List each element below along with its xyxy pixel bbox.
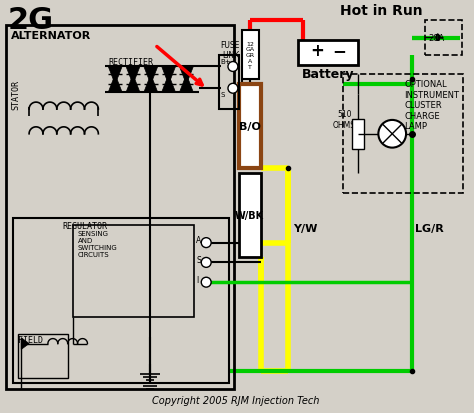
Polygon shape <box>180 67 193 85</box>
Text: Hot in Run: Hot in Run <box>340 4 422 18</box>
Text: +: + <box>310 42 324 60</box>
Bar <box>343 75 464 194</box>
Circle shape <box>228 62 238 72</box>
Circle shape <box>201 278 211 287</box>
Bar <box>13 218 229 383</box>
Bar <box>6 26 234 389</box>
Text: FUSE
LINK: FUSE LINK <box>220 41 240 60</box>
Text: S: S <box>220 92 224 98</box>
Text: W/BK: W/BK <box>235 211 264 221</box>
Text: RECTIFIER: RECTIFIER <box>108 57 153 66</box>
Polygon shape <box>162 75 175 93</box>
Circle shape <box>201 238 211 248</box>
Polygon shape <box>144 67 158 85</box>
Text: 2G: 2G <box>7 6 54 35</box>
Text: S: S <box>196 255 201 264</box>
Text: LG/R: LG/R <box>415 223 444 233</box>
Text: 12
GA
GR
A
T: 12 GA GR A T <box>246 41 255 69</box>
Text: 510
OHMS: 510 OHMS <box>333 110 356 129</box>
Text: B+: B+ <box>220 59 231 64</box>
Bar <box>352 120 364 149</box>
Text: FIELD: FIELD <box>18 335 43 344</box>
Polygon shape <box>144 75 158 93</box>
Text: SENSING
AND
SWITCHING
CIRCUITS: SENSING AND SWITCHING CIRCUITS <box>78 230 118 257</box>
Text: STATOR: STATOR <box>11 80 20 110</box>
Bar <box>73 225 194 317</box>
Text: −: − <box>332 42 346 60</box>
Polygon shape <box>126 67 140 85</box>
Text: ALTERNATOR: ALTERNATOR <box>11 31 91 41</box>
Text: Y/W: Y/W <box>293 223 318 233</box>
Text: B/O: B/O <box>239 122 261 132</box>
Bar <box>18 334 68 378</box>
Circle shape <box>228 84 238 94</box>
Bar <box>239 85 261 169</box>
Bar <box>425 21 463 55</box>
Polygon shape <box>21 338 29 350</box>
Bar <box>239 174 261 258</box>
Bar <box>219 55 239 110</box>
Polygon shape <box>162 67 175 85</box>
Text: REGULATOR: REGULATOR <box>63 221 108 230</box>
Text: A: A <box>196 235 201 244</box>
Bar <box>298 40 357 65</box>
Polygon shape <box>126 75 140 93</box>
Polygon shape <box>108 67 122 85</box>
Text: I: I <box>196 275 199 284</box>
Text: 20A: 20A <box>429 34 445 43</box>
Text: Copyright 2005 RJM Injection Tech: Copyright 2005 RJM Injection Tech <box>152 395 319 405</box>
Text: OPTIONAL
INSTRUMENT
CLUSTER
CHARGE
LAMP: OPTIONAL INSTRUMENT CLUSTER CHARGE LAMP <box>404 80 459 131</box>
Text: Battery: Battery <box>301 68 354 81</box>
Circle shape <box>378 121 406 148</box>
Circle shape <box>201 258 211 268</box>
Polygon shape <box>180 75 193 93</box>
Polygon shape <box>108 75 122 93</box>
Bar <box>242 31 259 80</box>
